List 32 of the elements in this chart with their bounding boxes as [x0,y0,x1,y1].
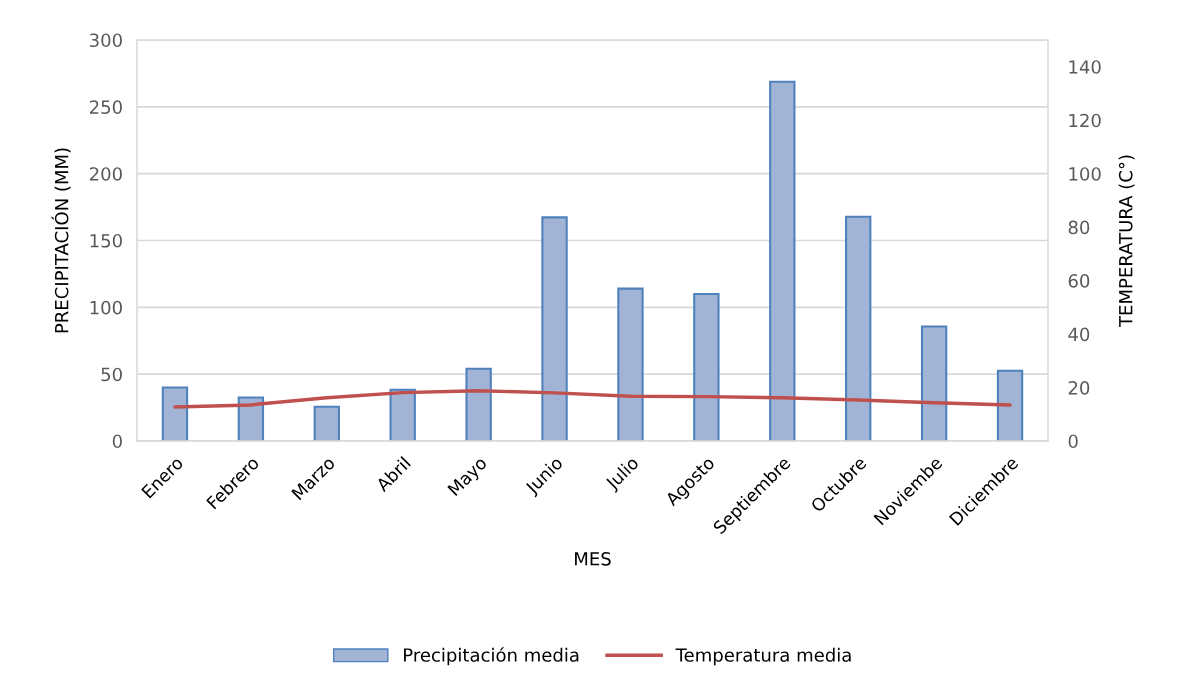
bar [693,292,720,441]
bar [465,367,492,441]
bar [845,215,872,441]
bar [996,369,1024,441]
y2-tick-label: 20 [1068,380,1090,395]
bar [161,386,189,441]
bar [541,216,568,441]
y2-tick-label: 100 [1069,167,1101,181]
legend-label: Precipitación media [404,647,579,666]
y2-tick-label: 60 [1068,274,1090,288]
y-axis-title: PRECIPITACIÓN (MM) [51,148,71,333]
y2-tick-label: 40 [1068,327,1090,342]
y-tick-label: 50 [101,367,122,382]
bar [389,388,416,441]
y-tick-label: 200 [89,167,122,181]
y2-axis-title: TEMPERATURA (C°) [1118,155,1135,328]
y-tick-label: 0 [112,434,122,449]
x-axis-title: MES [575,551,611,566]
y2-tick-label: 140 [1069,60,1101,74]
y-tick-label: 250 [89,100,122,114]
bar [313,405,340,441]
y-tick-label: 150 [90,233,122,248]
y2-tick-label: 120 [1069,113,1101,128]
line-series [173,389,1012,409]
y-tick-label: 300 [90,33,122,48]
y2-tick-label: 0 [1068,434,1078,449]
y2-tick-label: 80 [1068,220,1090,235]
bar [920,325,948,441]
bar [617,287,644,441]
bar [769,80,796,441]
legend-label: Temperatura media [675,647,851,666]
y-tick-label: 100 [90,300,122,315]
